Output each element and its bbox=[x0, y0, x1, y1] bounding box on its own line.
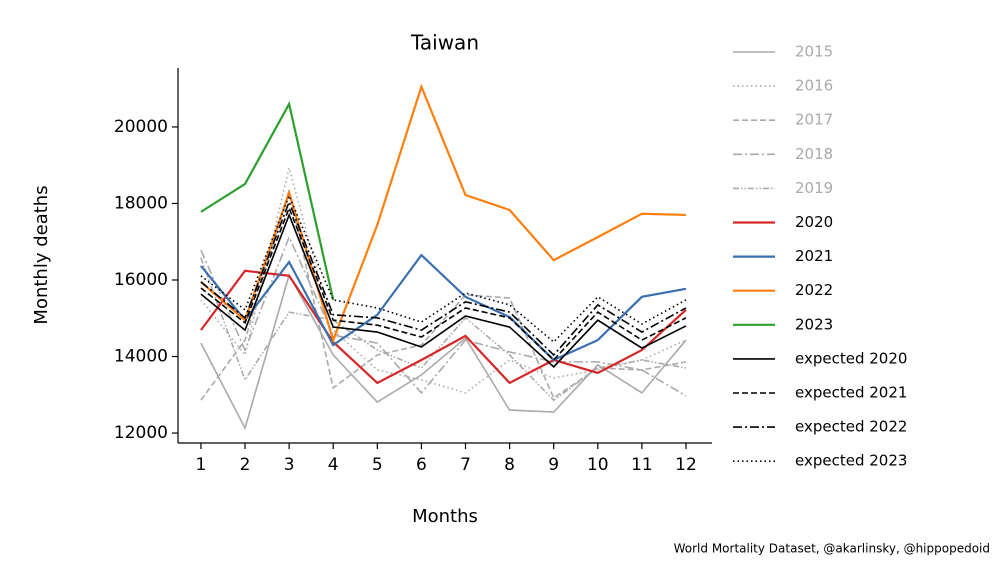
y-tick-label: 12000 bbox=[114, 423, 168, 443]
x-tick-label: 9 bbox=[548, 455, 559, 475]
legend-label: 2023 bbox=[795, 315, 833, 333]
legend-label: 2016 bbox=[795, 77, 833, 95]
y-tick-label: 18000 bbox=[114, 193, 168, 213]
y-axis-label: Monthly deaths bbox=[31, 185, 52, 324]
series-line bbox=[200, 253, 687, 362]
series-line bbox=[200, 272, 687, 431]
legend-label: expected 2020 bbox=[795, 349, 907, 367]
x-tick-label: 12 bbox=[675, 455, 697, 475]
series-line bbox=[200, 269, 687, 385]
x-tick-label: 2 bbox=[240, 455, 251, 475]
x-tick-label: 8 bbox=[504, 455, 515, 475]
series-line bbox=[200, 257, 687, 402]
x-tick-label: 7 bbox=[460, 455, 471, 475]
x-tick-label: 5 bbox=[372, 455, 383, 475]
x-tick-label: 3 bbox=[284, 455, 295, 475]
legend-label: 2018 bbox=[795, 145, 833, 163]
x-tick-label: 10 bbox=[587, 455, 609, 475]
series-line bbox=[200, 199, 687, 357]
series-line bbox=[200, 83, 687, 344]
x-tick-label: 4 bbox=[328, 455, 339, 475]
legend-label: 2017 bbox=[795, 111, 833, 129]
chart-title: Taiwan bbox=[410, 31, 479, 55]
source-note: World Mortality Dataset, @akarlinsky, @h… bbox=[674, 542, 990, 556]
y-tick-label: 20000 bbox=[114, 117, 168, 137]
x-axis-label: Months bbox=[412, 506, 478, 527]
legend-label: 2019 bbox=[795, 179, 833, 197]
x-tick-label: 6 bbox=[416, 455, 427, 475]
legend-label: 2021 bbox=[795, 247, 833, 265]
legend-label: expected 2022 bbox=[795, 418, 907, 436]
series-line bbox=[200, 205, 687, 362]
x-tick-label: 11 bbox=[631, 455, 653, 475]
legend-label: 2022 bbox=[795, 281, 833, 299]
series-line bbox=[200, 193, 687, 344]
y-tick-label: 14000 bbox=[114, 347, 168, 367]
series-line bbox=[200, 167, 687, 394]
series-line bbox=[200, 212, 687, 368]
legend-label: expected 2021 bbox=[795, 384, 907, 402]
x-tick-label: 1 bbox=[196, 455, 207, 475]
series-line bbox=[200, 100, 335, 301]
series-line bbox=[200, 235, 687, 397]
y-tick-label: 16000 bbox=[114, 270, 168, 290]
series-line bbox=[200, 189, 687, 401]
legend-label: expected 2023 bbox=[795, 452, 907, 470]
legend-label: 2020 bbox=[795, 213, 833, 231]
legend-label: 2015 bbox=[795, 43, 833, 61]
